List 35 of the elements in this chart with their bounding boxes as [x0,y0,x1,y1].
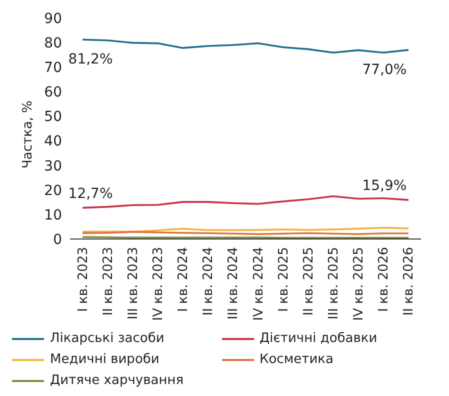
x-tick-label: IV кв. 2023 [150,247,166,321]
x-tick-label: II кв. 2025 [301,247,316,316]
legend-label: Косметика [260,352,334,367]
y-tick-label: 50 [44,109,62,126]
x-tick-label: III кв. 2024 [226,247,242,320]
line-series [82,38,410,54]
y-tick-label: 20 [44,182,62,199]
y-tick-label: 40 [44,134,62,150]
annotation: 77,0% [362,62,407,78]
y-tick-label: 60 [44,84,62,101]
x-tick-label: III кв. 2023 [126,247,141,320]
annotation: 15,9% [362,178,407,194]
x-tick-label: I кв. 2026 [376,247,392,312]
x-tick-label: II кв. 2023 [100,247,116,316]
x-tick-label: IV кв. 2024 [251,247,266,321]
legend-label: Лікарські засоби [50,331,164,346]
x-tick-label: I кв. 2023 [76,247,91,312]
x-tick-label: III кв. 2025 [326,247,342,320]
legend-label: Дієтичні добавки [260,331,378,346]
y-tick-label: 90 [44,10,62,27]
y-tick-label: 70 [44,60,62,76]
legend-label: Дитяче харчування [50,373,184,388]
x-tick-label: II кв. 2026 [402,247,417,316]
legend-label: Медичні вироби [50,352,160,367]
annotation: 12,7% [68,186,113,202]
x-tick-label: II кв. 2024 [201,247,216,316]
y-tick-label: 0 [53,232,62,248]
x-tick-label: I кв. 2025 [276,247,292,312]
y-tick-label: 30 [44,158,62,174]
y-tick-label: 80 [44,36,62,52]
y-tick-label: 10 [44,207,62,224]
annotation: 81,2% [68,52,113,68]
y-axis-title: Частка, % [20,100,36,168]
x-tick-label: IV кв. 2025 [352,247,367,321]
x-tick-label: I кв. 2024 [176,247,192,312]
